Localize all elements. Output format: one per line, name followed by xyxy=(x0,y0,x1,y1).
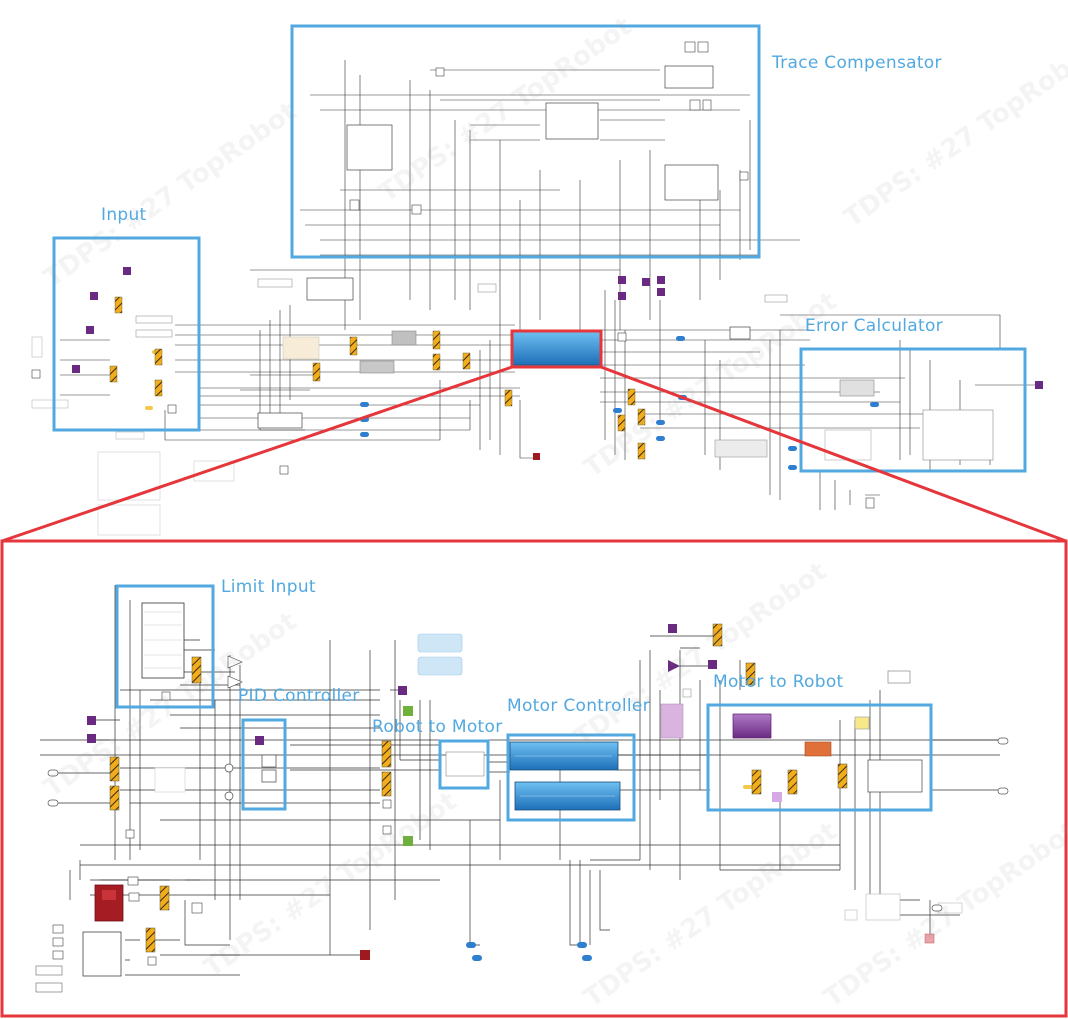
overview-blocks xyxy=(31,41,1043,536)
label-trace-compensator: Trace Compensator xyxy=(772,53,942,73)
pid-controller-frame xyxy=(241,718,287,811)
label-motor-controller: Motor Controller xyxy=(507,696,650,716)
error-calculator-frame xyxy=(799,347,1027,473)
label-error-calculator: Error Calculator xyxy=(805,316,943,336)
callout-frames xyxy=(52,24,1027,822)
motor-to-robot-frame xyxy=(706,703,933,812)
overview-wiring xyxy=(60,60,1035,510)
zoom-frames xyxy=(0,329,1068,1018)
trace-compensator-frame xyxy=(290,24,761,259)
detail-blocks xyxy=(35,602,1009,993)
input-frame xyxy=(52,236,201,432)
label-motor-to-robot: Motor to Robot xyxy=(713,672,844,692)
detail-wiring xyxy=(40,585,1000,976)
zoom-connector-left xyxy=(1,365,513,543)
zoom-detail-frame xyxy=(0,539,1068,1018)
zoom-source-frame xyxy=(510,329,603,369)
zoom-connector-right xyxy=(600,365,1067,543)
label-limit-input: Limit Input xyxy=(221,577,316,597)
limit-input-frame xyxy=(115,584,215,709)
label-pid-controller: PID Controller xyxy=(238,686,360,706)
robot-to-motor-frame xyxy=(438,739,490,790)
motor-controller-frame xyxy=(506,733,636,822)
label-input: Input xyxy=(101,205,147,225)
label-robot-to-motor: Robot to Motor xyxy=(372,717,503,737)
